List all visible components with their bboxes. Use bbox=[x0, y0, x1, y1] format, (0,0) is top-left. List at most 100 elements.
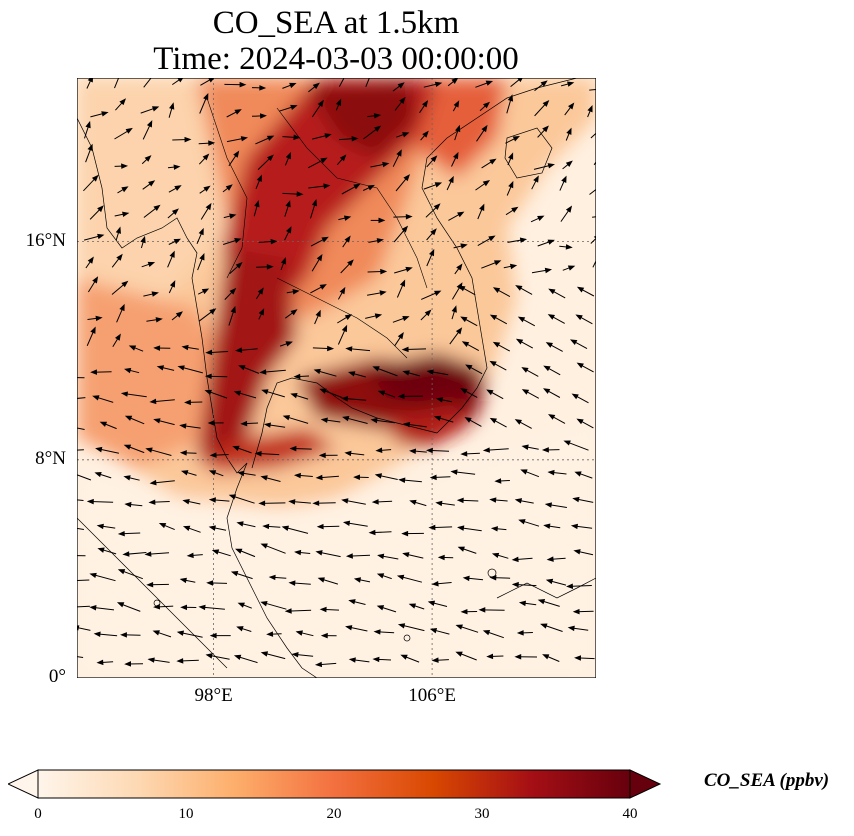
wind-arrow bbox=[266, 631, 282, 637]
wind-arrow bbox=[124, 501, 143, 508]
wind-arrow bbox=[259, 369, 286, 375]
wind-arrow bbox=[574, 655, 595, 661]
wind-arrow bbox=[255, 287, 264, 300]
wind-arrow bbox=[153, 345, 171, 351]
wind-arrow bbox=[421, 290, 442, 300]
wind-arrow bbox=[197, 253, 205, 271]
wind-arrow bbox=[146, 317, 163, 323]
wind-arrow bbox=[314, 309, 321, 325]
wind-arrow bbox=[514, 498, 534, 504]
wind-arrow bbox=[477, 203, 485, 220]
wind-arrow bbox=[337, 286, 346, 300]
wind-arrow bbox=[313, 368, 337, 377]
wind-arrow bbox=[397, 623, 425, 632]
wind-arrow bbox=[207, 420, 224, 426]
wind-arrow bbox=[317, 577, 339, 585]
wind-arrow bbox=[574, 471, 593, 479]
wind-arrow bbox=[562, 265, 576, 271]
wind-arrow bbox=[167, 250, 175, 268]
wind-arrow bbox=[197, 288, 210, 295]
wind-arrow bbox=[541, 447, 560, 453]
wind-arrow bbox=[515, 338, 534, 349]
wind-arrow bbox=[589, 188, 596, 195]
wind-arrow bbox=[454, 124, 461, 141]
wind-arrow bbox=[143, 291, 159, 297]
wind-arrow bbox=[120, 632, 141, 638]
wind-arrow bbox=[370, 417, 395, 424]
wind-arrow bbox=[256, 264, 274, 270]
wind-arrow bbox=[489, 417, 507, 428]
wind-arrow bbox=[251, 85, 267, 91]
wind-arrow bbox=[426, 369, 449, 376]
wind-arrow bbox=[447, 78, 459, 87]
wind-arrow bbox=[115, 98, 126, 111]
wind-arrow bbox=[204, 373, 228, 380]
wind-arrow bbox=[368, 529, 392, 536]
wind-arrow bbox=[547, 314, 565, 324]
wind-arrow bbox=[77, 579, 90, 582]
wind-arrow bbox=[84, 120, 91, 139]
wind-arrow bbox=[560, 205, 573, 222]
wind-arrow bbox=[284, 200, 291, 217]
wind-arrow bbox=[475, 80, 494, 88]
wind-arrow bbox=[314, 661, 337, 668]
wind-arrow bbox=[205, 653, 230, 660]
wind-arrow bbox=[507, 237, 528, 243]
wind-arrow bbox=[94, 471, 112, 479]
lon-tick-label: 106°E bbox=[408, 685, 456, 706]
wind-arrow bbox=[592, 216, 596, 218]
wind-arrow bbox=[376, 573, 392, 580]
wind-arrow bbox=[395, 174, 410, 192]
wind-arrow bbox=[431, 657, 449, 663]
wind-arrow bbox=[209, 452, 229, 458]
wind-arrow bbox=[503, 263, 518, 270]
wind-arrow bbox=[77, 377, 85, 379]
wind-arrow bbox=[392, 315, 410, 323]
wind-arrow bbox=[446, 175, 454, 191]
wind-arrow bbox=[398, 477, 422, 483]
wind-arrow bbox=[147, 657, 170, 663]
wind-arrow bbox=[540, 623, 563, 632]
wind-arrow bbox=[426, 228, 437, 241]
wind-arrow bbox=[420, 130, 429, 141]
wind-arrow bbox=[284, 608, 312, 614]
wind-arrow bbox=[99, 421, 117, 430]
wind-arrow bbox=[562, 160, 573, 170]
wind-arrow bbox=[233, 390, 257, 399]
wind-arrow bbox=[367, 268, 388, 275]
wind-arrow bbox=[122, 551, 147, 557]
wind-arrow bbox=[232, 445, 252, 454]
wind-arrow bbox=[235, 548, 256, 558]
wind-arrow bbox=[262, 523, 281, 530]
wind-arrow bbox=[143, 204, 161, 218]
wind-arrow bbox=[180, 604, 197, 611]
wind-arrow bbox=[397, 393, 423, 400]
wind-arrow bbox=[149, 479, 175, 486]
wind-arrow bbox=[465, 364, 483, 375]
wind-arrow bbox=[315, 474, 339, 481]
wind-arrow bbox=[181, 470, 197, 476]
wind-arrow bbox=[569, 339, 588, 350]
wind-arrow bbox=[546, 556, 566, 562]
wind-arrow bbox=[85, 256, 94, 269]
wind-arrow bbox=[199, 185, 211, 194]
wind-arrow bbox=[198, 604, 225, 611]
wind-arrow bbox=[77, 605, 90, 608]
wind-arrow bbox=[534, 80, 548, 92]
wind-arrow bbox=[124, 415, 145, 425]
wind-arrow bbox=[153, 604, 174, 610]
wind-arrow bbox=[255, 135, 275, 145]
coastline-vietnam bbox=[421, 78, 578, 434]
wind-arrow bbox=[140, 235, 146, 249]
wind-arrow bbox=[341, 498, 366, 505]
wind-arrow bbox=[494, 478, 510, 484]
wind-arrow bbox=[229, 261, 243, 274]
wind-arrow bbox=[537, 599, 560, 607]
wind-arrow bbox=[370, 217, 386, 224]
wind-arrow bbox=[258, 308, 265, 320]
wind-arrow bbox=[237, 470, 256, 477]
wind-arrow bbox=[451, 305, 457, 320]
lon-tick-label: 98°E bbox=[194, 685, 233, 706]
wind-arrow bbox=[236, 626, 252, 632]
wind-arrow bbox=[461, 341, 480, 352]
